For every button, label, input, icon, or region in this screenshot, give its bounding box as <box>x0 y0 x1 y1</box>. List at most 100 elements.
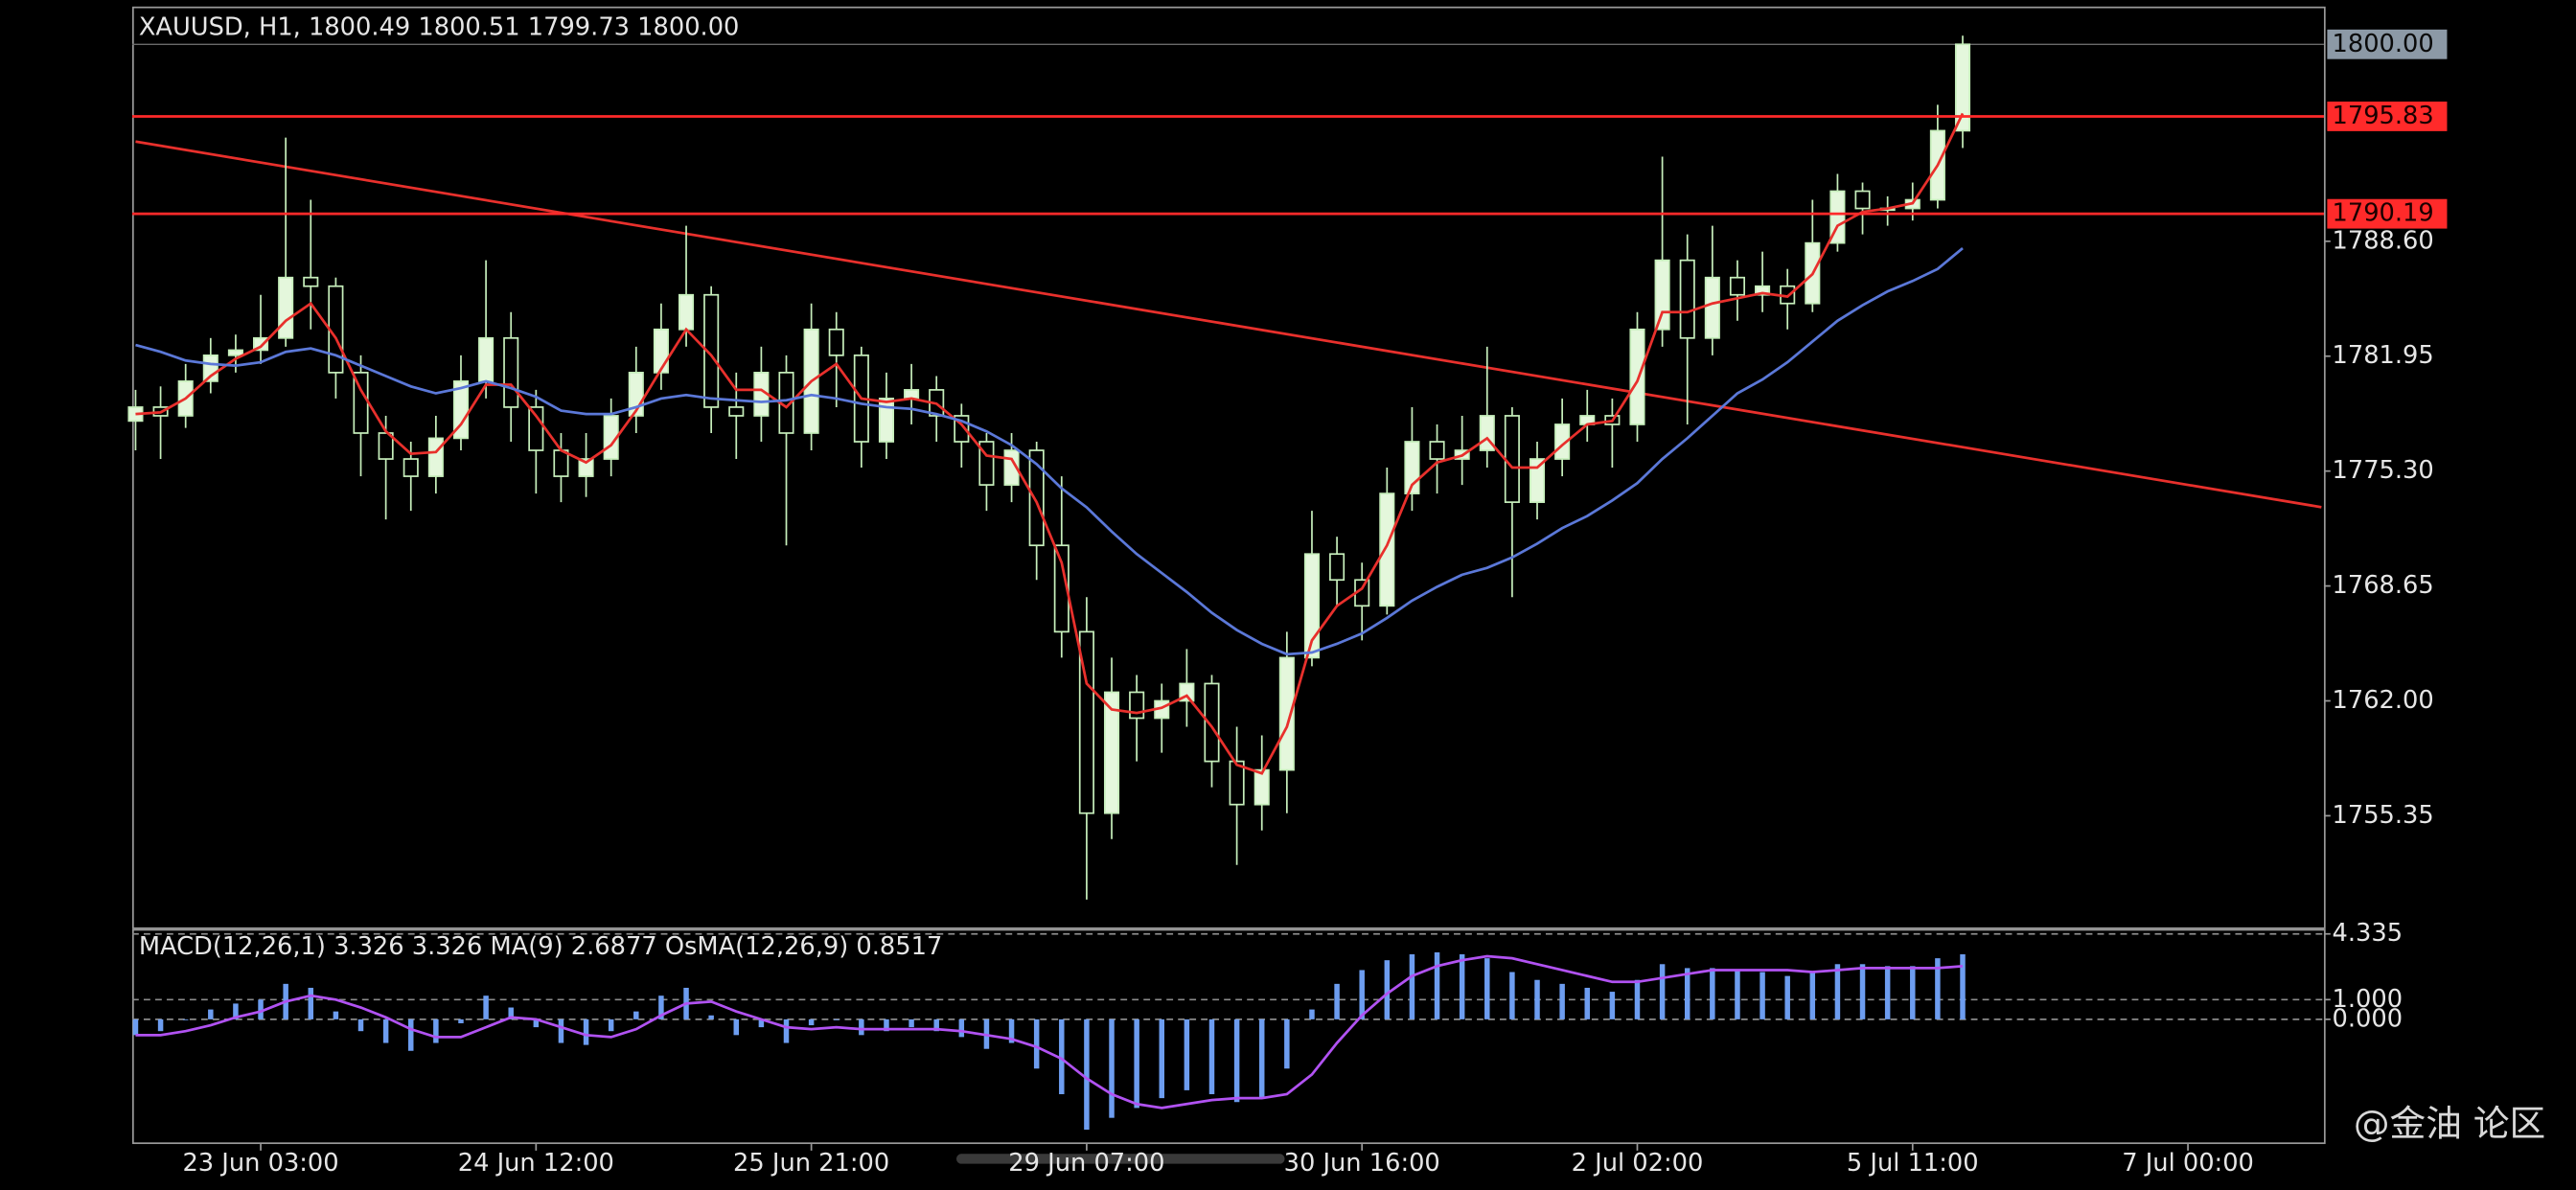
macd-panel-frame <box>131 928 2326 1145</box>
histogram-bar <box>1033 1018 1040 1069</box>
histogram-bar <box>458 1018 464 1023</box>
histogram-bar <box>157 1018 164 1032</box>
histogram-bar <box>859 1018 864 1036</box>
candle-body <box>1755 285 1771 296</box>
candle-body <box>1254 768 1270 806</box>
histogram-bar <box>1735 970 1740 1019</box>
candle-body <box>1329 553 1346 582</box>
histogram-bar <box>1809 972 1816 1019</box>
histogram-bar <box>608 1018 614 1032</box>
histogram-bar <box>1459 954 1465 1019</box>
histogram-bar <box>408 1018 414 1051</box>
histogram-bar <box>1584 987 1590 1019</box>
candle-body <box>1654 259 1670 331</box>
candle-body <box>1303 553 1321 659</box>
histogram-bar <box>1334 983 1340 1019</box>
candle-body <box>1103 691 1120 814</box>
moving-average-line <box>135 112 1965 775</box>
histogram-bar <box>483 995 489 1019</box>
trend-line <box>135 140 2322 509</box>
current-price-label: 1800.00 <box>2333 30 2434 58</box>
candle-body <box>452 380 470 440</box>
candle-body <box>1954 43 1971 132</box>
x-tick-label: 29 Jun 07:00 <box>1008 1149 1164 1178</box>
y-tick-label: 1755.35 <box>2333 801 2434 830</box>
x-tick-label: 30 Jun 16:00 <box>1284 1149 1440 1178</box>
moving-average-line <box>135 246 1964 656</box>
y-tick-label: 1788.60 <box>2333 226 2434 255</box>
candle-body <box>1078 630 1094 814</box>
candle-body <box>227 349 243 356</box>
histogram-bar <box>1008 1018 1015 1043</box>
histogram-bar <box>1134 1018 1139 1109</box>
histogram-bar <box>1534 979 1540 1019</box>
y-tick-label: 1781.95 <box>2333 341 2434 370</box>
candle-body <box>828 328 844 356</box>
histogram-bar <box>1284 1018 1290 1069</box>
candle-body <box>1854 190 1871 210</box>
histogram-bar <box>833 1018 840 1020</box>
histogram-bar <box>433 1018 439 1043</box>
candle-body <box>1704 276 1720 339</box>
watermark: @金油 论区 <box>2354 1103 2545 1145</box>
level-label: 1795.83 <box>2333 102 2434 130</box>
histogram-bar <box>1509 972 1515 1019</box>
x-tick-label: 23 Jun 03:00 <box>182 1149 338 1178</box>
histogram-bar <box>357 1018 364 1032</box>
main-title: XAUUSD, H1, 1800.49 1800.51 1799.73 1800… <box>139 13 740 42</box>
x-tick-label: 7 Jul 00:00 <box>2122 1149 2254 1178</box>
candle-body <box>678 293 695 331</box>
candle-body <box>1554 423 1571 460</box>
candle-body <box>1278 656 1295 771</box>
histogram-bar <box>1484 958 1490 1019</box>
candle-body <box>1053 544 1070 633</box>
y-tick-label: 1.000 <box>2333 985 2404 1014</box>
current-price-box <box>2327 29 2448 59</box>
histogram-bar <box>1109 1018 1115 1118</box>
histogram-bar <box>633 1011 639 1019</box>
candle-body <box>528 406 544 451</box>
candle-body <box>1028 449 1045 547</box>
candle-body <box>278 276 294 339</box>
candle-body <box>653 328 669 374</box>
candle-body <box>1379 492 1395 607</box>
histogram-bar <box>508 1007 514 1019</box>
histogram-bar <box>1910 966 1916 1019</box>
histogram-bar <box>733 1018 740 1036</box>
candle-body <box>578 458 594 477</box>
histogram-bar <box>1960 954 1966 1019</box>
y-tick-label: 1768.65 <box>2333 571 2434 600</box>
candle-body <box>553 449 569 477</box>
histogram-bar <box>1059 1018 1065 1095</box>
candle-body <box>1729 276 1745 296</box>
level-label-box <box>2327 198 2448 229</box>
histogram-bar <box>1359 970 1365 1019</box>
candle-body <box>1229 760 1245 806</box>
histogram-bar <box>1659 964 1666 1019</box>
histogram-bar <box>1434 951 1440 1019</box>
signal-line <box>135 954 1964 1110</box>
histogram-bar <box>558 1018 564 1043</box>
histogram-bar <box>1159 1018 1165 1099</box>
candle-body <box>1629 328 1645 425</box>
candle-body <box>303 276 319 287</box>
histogram-bar <box>1684 968 1690 1019</box>
histogram-bar <box>808 1018 815 1026</box>
histogram-bar <box>1634 979 1641 1019</box>
candle-body <box>503 336 519 408</box>
histogram-bar <box>1309 1009 1315 1019</box>
histogram-bar <box>382 1018 389 1043</box>
histogram-bar <box>758 1018 765 1028</box>
x-tick-label: 5 Jul 11:00 <box>1847 1149 1979 1178</box>
level-label: 1790.19 <box>2333 199 2434 228</box>
candle-body <box>1679 259 1695 339</box>
histogram-bar <box>1184 1018 1190 1090</box>
histogram-bar <box>1784 975 1790 1019</box>
x-tick-label: 25 Jun 21:00 <box>733 1149 889 1178</box>
histogram-bar <box>1233 1018 1240 1103</box>
histogram-bar <box>1208 1018 1215 1095</box>
candle-body <box>1504 415 1520 503</box>
candle-body <box>478 336 494 382</box>
